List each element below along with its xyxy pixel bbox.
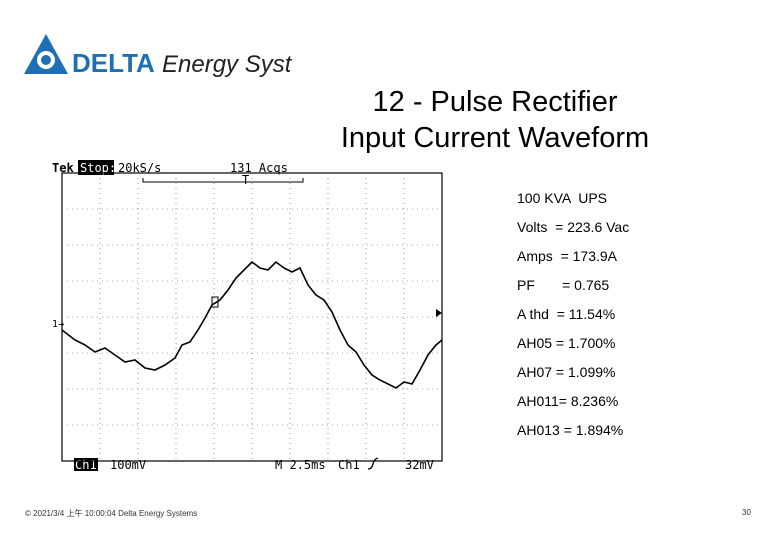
scope-rate: 20kS/s xyxy=(118,161,161,175)
logo: DELTA Energy Systems xyxy=(24,34,292,78)
spec-item: Volts = 223.6 Vac xyxy=(517,219,630,235)
scope-brand: Tek xyxy=(52,161,74,175)
footer-note: © 2021/3/4 上午 10:00:04 Delta Energy Syst… xyxy=(25,509,198,518)
oscilloscope: Tek Stop: 20kS/s 131 Acqs T 1→ Ch1 100mV… xyxy=(52,160,443,472)
logo-tagline: Energy Systems xyxy=(162,51,292,78)
scope-trigger: T xyxy=(242,173,249,187)
page-number: 30 xyxy=(742,508,751,517)
spec-item: 100 KVA UPS xyxy=(517,190,608,206)
scope-scale: 100mV xyxy=(110,458,146,472)
title-line: 12 - Pulse Rectifier xyxy=(372,86,618,118)
spec-item: PF = 0.765 xyxy=(517,277,610,293)
spec-item: AH05 = 1.700% xyxy=(517,335,616,351)
grid xyxy=(62,173,442,461)
scope-trigger-source: Ch1 xyxy=(338,458,360,472)
spec-item: AH011= 8.236% xyxy=(517,393,619,409)
scope-channel: Ch1 xyxy=(75,458,97,472)
logo-brand: DELTA xyxy=(72,48,155,78)
scope-trigger-level: 32mV xyxy=(405,458,434,472)
scope-status: Stop: xyxy=(80,161,116,175)
spec-item: Amps = 173.9A xyxy=(517,248,618,264)
scope-acqs: 131 Acqs xyxy=(230,161,288,175)
level-marker xyxy=(436,309,442,317)
spec-item: AH07 = 1.099% xyxy=(517,364,616,380)
waveform xyxy=(61,260,443,389)
spec-item: AH013 = 1.894% xyxy=(517,422,624,438)
trigger-slope xyxy=(367,457,379,470)
channel-marker: 1→ xyxy=(52,319,64,330)
logo-dot xyxy=(41,55,51,65)
trigger-bracket xyxy=(142,178,304,183)
spec-item: A thd = 11.54% xyxy=(517,306,616,322)
scope-timebase: M 2.5ms xyxy=(275,458,326,472)
title-line: Input Current Waveform xyxy=(340,122,650,154)
status-box xyxy=(78,160,114,175)
